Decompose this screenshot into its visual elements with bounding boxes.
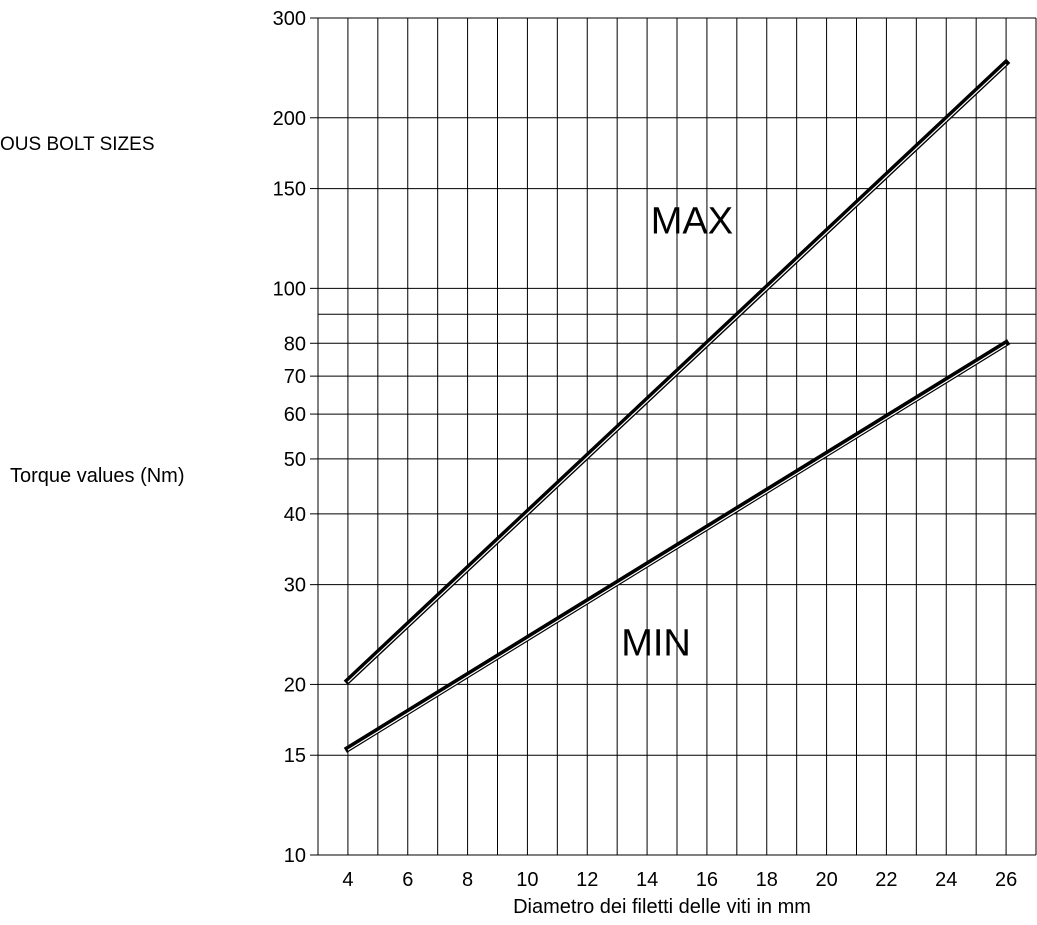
y-tick-label: 10 bbox=[284, 845, 306, 867]
x-tick-label: 20 bbox=[815, 869, 837, 891]
grid bbox=[310, 17, 1037, 856]
y-tick-label: 300 bbox=[273, 8, 306, 30]
y-tick-label: 100 bbox=[273, 278, 306, 300]
y-tick-label: 70 bbox=[284, 366, 306, 388]
y-tick-label: 40 bbox=[284, 504, 306, 526]
x-tick-label: 24 bbox=[935, 869, 957, 891]
y-tick-label: 80 bbox=[284, 333, 306, 355]
y-tick-label: 15 bbox=[284, 745, 306, 767]
y-tick-label: 30 bbox=[284, 575, 306, 597]
x-axis-label: Diametro dei filetti delle viti in mm bbox=[513, 896, 811, 918]
series-highlight-min bbox=[347, 344, 1007, 751]
x-tick-label: 4 bbox=[342, 869, 353, 891]
series-line-min bbox=[343, 339, 1011, 753]
x-tick-label: 12 bbox=[576, 869, 598, 891]
x-tick-label: 8 bbox=[462, 869, 473, 891]
annotations: MAX MIN bbox=[621, 200, 733, 664]
side-title: OUS BOLT SIZES bbox=[0, 134, 155, 155]
y-tick-label: 60 bbox=[284, 404, 306, 426]
y-tick-label: 150 bbox=[273, 179, 306, 201]
y-axis-label: Torque values (Nm) bbox=[10, 465, 185, 487]
x-tick-label: 22 bbox=[875, 869, 897, 891]
series-layer bbox=[343, 58, 1011, 753]
annotation-min: MIN bbox=[621, 622, 691, 664]
x-tick-label: 10 bbox=[516, 869, 538, 891]
y-tick-label: 20 bbox=[284, 674, 306, 696]
x-tick-label: 14 bbox=[636, 869, 658, 891]
tick-labels: 10 15 20 30 40 50 60 70 80 100 150 200 300 4 6 8 10 12 14 1… bbox=[273, 8, 1018, 891]
series-highlight-max bbox=[347, 63, 1007, 683]
x-tick-label: 16 bbox=[696, 869, 718, 891]
series-line-max bbox=[343, 58, 1011, 686]
x-tick-label: 26 bbox=[995, 869, 1017, 891]
y-tick-label: 200 bbox=[273, 108, 306, 130]
x-tick-label: 6 bbox=[402, 869, 413, 891]
x-tick-label: 18 bbox=[756, 869, 778, 891]
annotation-max: MAX bbox=[651, 200, 733, 242]
y-tick-label: 50 bbox=[284, 449, 306, 471]
